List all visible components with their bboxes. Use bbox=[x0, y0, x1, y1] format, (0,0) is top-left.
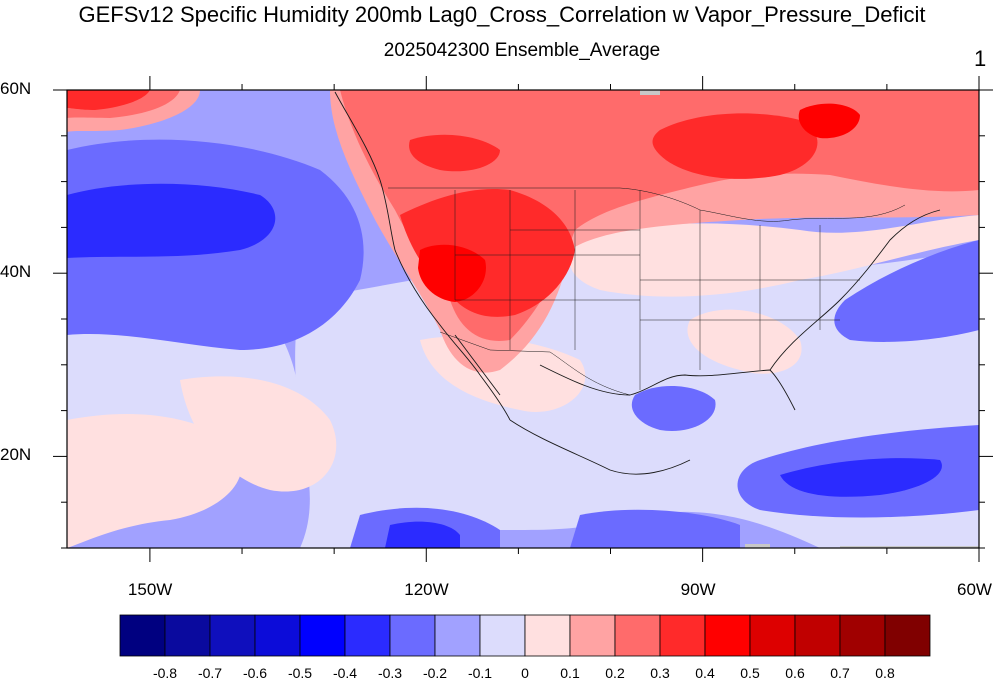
political-borders bbox=[388, 187, 906, 396]
colorbar-tick-label: -0.6 bbox=[242, 665, 268, 681]
field-neg-strong-south bbox=[385, 521, 460, 548]
colorbar-tick-label: -0.2 bbox=[422, 665, 448, 681]
colorbar-swatch bbox=[389, 614, 436, 657]
field-pos-near-zero-gulf bbox=[687, 309, 802, 374]
colorbar-tick-label: 0.6 bbox=[785, 665, 805, 681]
panel-number: 1 bbox=[974, 46, 987, 71]
colorbar-swatch bbox=[344, 614, 391, 657]
colorbar-swatch bbox=[119, 614, 166, 657]
lat-label: 40N bbox=[0, 262, 32, 282]
colorbar-tick-label: 0.2 bbox=[605, 665, 625, 681]
colorbar-tick-label: 0.8 bbox=[875, 665, 895, 681]
colorbar-tick-label: 0 bbox=[521, 665, 529, 681]
colorbar-tick-label: 0.3 bbox=[650, 665, 670, 681]
colorbar-tick-label: 0.5 bbox=[740, 665, 760, 681]
colorbar-swatch bbox=[569, 614, 616, 657]
colorbar-tick-label: 0.7 bbox=[830, 665, 850, 681]
lon-label: 90W bbox=[680, 580, 716, 599]
field-pos-near-zero bbox=[67, 414, 242, 548]
lon-label: 120W bbox=[404, 580, 449, 599]
correlation-field bbox=[67, 90, 979, 548]
colorbar-tick-label: -0.1 bbox=[467, 665, 493, 681]
colorbar-swatch bbox=[254, 614, 301, 657]
coastline-mexico-south bbox=[509, 419, 691, 475]
field-neg-moderate-gulf bbox=[631, 385, 716, 431]
field-pos-strong-nw bbox=[67, 90, 150, 110]
colorbar-swatch bbox=[209, 614, 256, 657]
colorbar-swatch bbox=[704, 614, 751, 657]
colorbar-swatch bbox=[614, 614, 661, 657]
field-pos-near-zero-east bbox=[569, 215, 979, 297]
coastline-baja bbox=[454, 334, 511, 421]
colorbar bbox=[119, 614, 931, 657]
colorbar-tick-label: -0.7 bbox=[197, 665, 223, 681]
field-missing-3 bbox=[840, 546, 979, 548]
state-lines bbox=[454, 190, 860, 390]
field-pos-strong-canada2 bbox=[409, 134, 500, 172]
lon-label: 150W bbox=[127, 580, 173, 599]
colorbar-tick-label: 0.1 bbox=[560, 665, 580, 681]
colorbar-tick-label: -0.4 bbox=[332, 665, 358, 681]
colorbar-swatch bbox=[659, 614, 706, 657]
colorbar-swatch bbox=[434, 614, 481, 657]
lat-label: 20N bbox=[0, 445, 32, 465]
colorbar-swatch bbox=[839, 614, 886, 657]
field-pos-very-strong-canada bbox=[798, 103, 860, 139]
field-neg-moderate-atlantic bbox=[834, 240, 979, 342]
field-neg-strong-pacific bbox=[67, 183, 276, 258]
field-pos-near-zero-west bbox=[180, 376, 337, 492]
colorbar-swatch bbox=[794, 614, 841, 657]
field-missing-2 bbox=[745, 544, 770, 548]
field-neg-moderate-south2 bbox=[570, 509, 740, 548]
colorbar-swatch bbox=[524, 614, 571, 657]
field-missing-1 bbox=[640, 90, 660, 95]
border-us-canada bbox=[388, 187, 906, 222]
field-pos-very-strong-west bbox=[418, 244, 486, 302]
colorbar-tick-label: -0.5 bbox=[287, 665, 313, 681]
colorbar-swatch bbox=[884, 614, 931, 657]
colorbar-tick-label: -0.8 bbox=[152, 665, 178, 681]
field-pos-strong-canada bbox=[652, 113, 818, 179]
lat-label: 60N bbox=[0, 79, 32, 98]
lon-label: 60W bbox=[957, 580, 992, 599]
axis-ticks bbox=[53, 76, 993, 562]
colorbar-swatch bbox=[164, 614, 211, 657]
coastline-gulf bbox=[539, 364, 796, 411]
map-title: GEFSv12 Specific Humidity 200mb Lag0_Cro… bbox=[78, 2, 926, 27]
border-us-mexico bbox=[439, 331, 631, 396]
map-subtitle: 2025042300 Ensemble_Average bbox=[383, 40, 661, 61]
colorbar-swatch bbox=[749, 614, 796, 657]
colorbar-tick-label: 0.4 bbox=[695, 665, 715, 681]
colorbar-swatch bbox=[479, 614, 526, 657]
colorbar-tick-label: -0.3 bbox=[377, 665, 403, 681]
field-neg-strong-caribbean bbox=[780, 458, 942, 497]
coastline-pacific bbox=[334, 91, 481, 376]
colorbar-swatch bbox=[299, 614, 346, 657]
